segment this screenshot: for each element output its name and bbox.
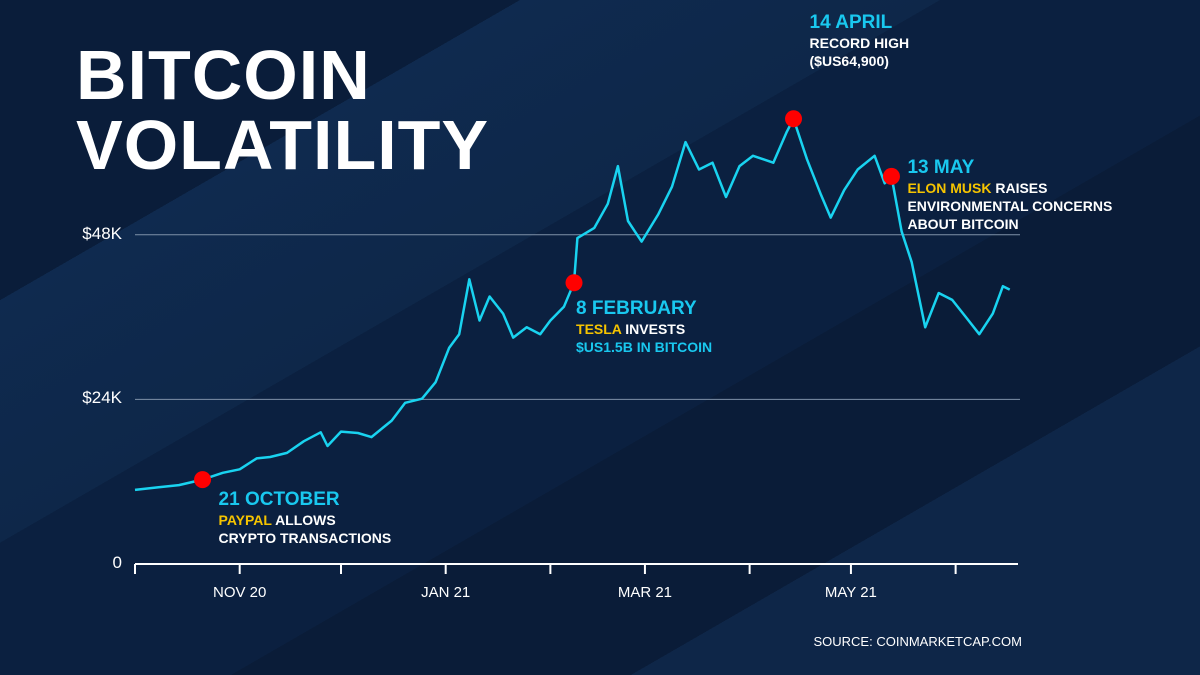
event-text: ABOUT BITCOIN [907,216,1019,233]
event-marker [882,167,900,185]
event-text-line: PAYPAL ALLOWS [219,511,392,529]
event-date: 21 OCTOBER [218,488,340,510]
event-text-line: ABOUT BITCOIN [907,215,1112,233]
event-text-line: ($US64,900) [810,52,910,70]
event-text-line: ENVIRONMENTAL CONCERNS [907,197,1112,215]
event-date: 14 APRIL [809,11,893,33]
event-text: ALLOWS [271,511,336,528]
event-text: INVESTS [621,320,686,337]
x-tick-label: NOV 20 [213,584,267,601]
event-annotation: 14 APRIL RECORD HIGH ($US64,900) [810,11,910,70]
x-tick-label: JAN 21 [421,584,471,601]
event-marker [785,110,803,128]
event-marker [194,471,212,489]
event-text-line: $US1.5B IN BITCOIN [576,338,712,356]
event-text: RAISES [991,180,1048,197]
event-highlight: TESLA [576,320,622,337]
event-text-line: RECORD HIGH [810,34,910,52]
event-text: CRYPTO TRANSACTIONS [218,529,392,546]
price-line [134,117,1011,492]
y-tick-label: 0 [112,553,122,572]
event-text-line: ELON MUSK RAISES [907,179,1112,197]
title-line-1: BITCOIN [76,36,371,114]
event-text: ENVIRONMENTAL CONCERNS [907,198,1113,215]
page-title: BITCOIN VOLATILITY [76,40,489,180]
event-highlight: PAYPAL [218,511,272,528]
event-text: RECORD HIGH [809,34,910,51]
event-annotation: 21 OCTOBER PAYPAL ALLOWS CRYPTO TRANSACTIO… [219,488,392,547]
y-tick-label: $48K [82,223,122,243]
x-tick-label: MAR 21 [617,584,673,601]
source-note: SOURCE: COINMARKETCAP.COM [813,634,1022,649]
y-tick-label: $24K [82,388,122,408]
event-text-line: TESLA INVESTS [576,320,712,338]
event-date: 13 MAY [907,157,975,179]
title-line-2: VOLATILITY [76,106,490,184]
event-annotation: 8 FEBRUARY TESLA INVESTS $US1.5B IN BITCOI… [576,297,712,356]
event-marker [565,274,583,292]
event-text-line: CRYPTO TRANSACTIONS [219,529,392,547]
event-highlight: ELON MUSK [907,180,992,197]
event-text: $US1.5B IN BITCOIN [576,338,713,355]
x-tick-label: MAY 21 [824,584,877,601]
event-date: 8 FEBRUARY [576,297,697,319]
event-text: ($US64,900) [809,52,889,69]
event-annotation: 13 MAY ELON MUSK RAISES ENVIRONMENTAL CONC… [907,156,1112,233]
